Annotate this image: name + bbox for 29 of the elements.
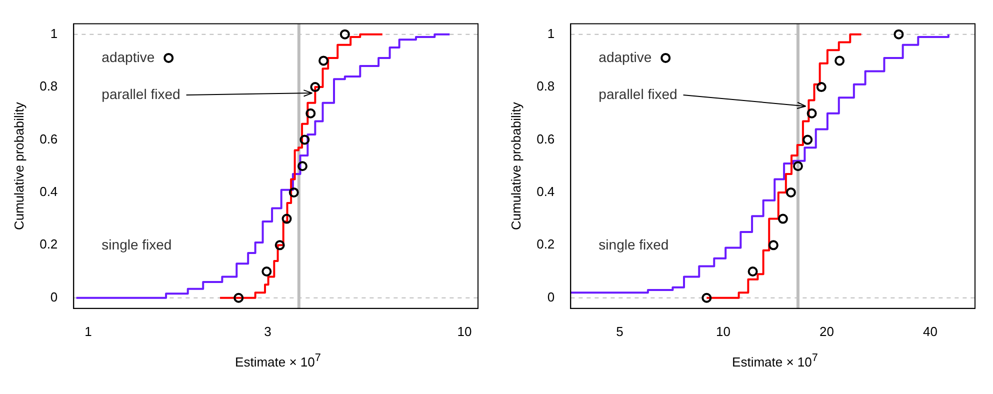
text: parallel fixed xyxy=(102,86,180,102)
x-axis-title: Estimate × 10$^{7}$ xyxy=(731,352,819,370)
text: single fixed xyxy=(102,236,172,253)
y-tick-label: 0.8 xyxy=(40,78,58,94)
x-tick-label: 40 xyxy=(922,324,938,339)
text: single fixed xyxy=(598,236,669,253)
y-tick-label: 0 xyxy=(547,289,555,304)
x-tick-label: 10 xyxy=(716,324,730,339)
y-axis-title: Cumulative probability xyxy=(11,102,26,230)
y-tick-label: 0.8 xyxy=(536,78,555,94)
y-tick-label: 0.4 xyxy=(536,184,555,200)
y-axis-title: Cumulative probability xyxy=(508,102,524,230)
x-tick-label: 3 xyxy=(264,324,272,339)
y-tick-label: 0.2 xyxy=(536,236,555,252)
x-axis-title: Estimate × 10$^{7}$ xyxy=(234,352,322,370)
text: parallel fixed xyxy=(598,86,678,102)
y-tick-label: 0.4 xyxy=(40,184,58,200)
x-tick-label: 20 xyxy=(819,324,834,339)
x-tick-label: 1 xyxy=(84,324,92,339)
legend-label: adaptive xyxy=(598,48,652,65)
y-tick-label: 0 xyxy=(50,289,58,304)
y-tick-label: 1 xyxy=(547,26,555,41)
x-tick-label: 10 xyxy=(457,324,472,339)
y-tick-label: 0.6 xyxy=(40,131,58,146)
y-tick-label: 0.6 xyxy=(536,131,555,146)
legend-label: adaptive xyxy=(102,48,155,65)
y-tick-label: 1 xyxy=(50,26,58,41)
x-tick-label: 5 xyxy=(616,324,624,339)
y-tick-label: 0.2 xyxy=(40,236,58,252)
